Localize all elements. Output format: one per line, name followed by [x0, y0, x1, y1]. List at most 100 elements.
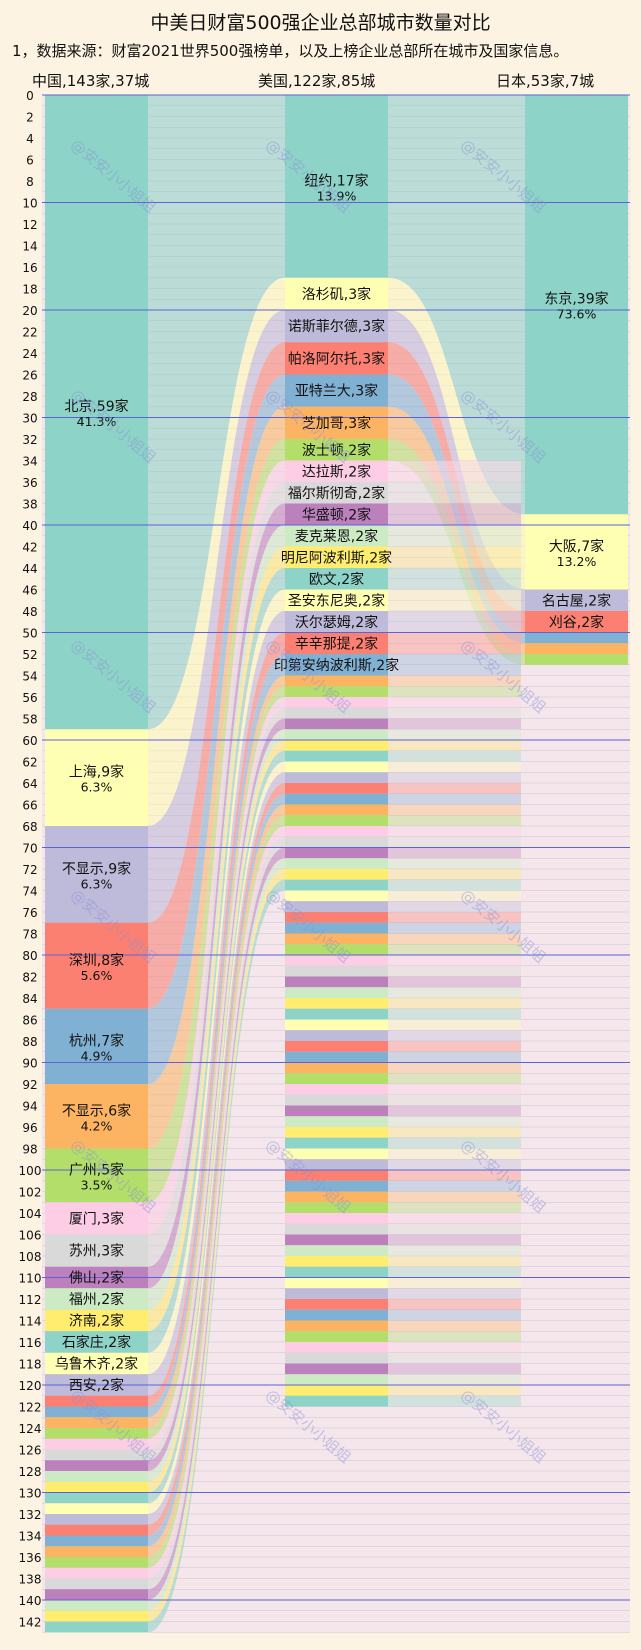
- flow-ribbon: [388, 1019, 521, 1031]
- flow-ribbon: [388, 955, 521, 966]
- flow-ribbon: [148, 836, 285, 1590]
- city-bar: [45, 1148, 148, 1203]
- city-label: 名古屋,2家: [542, 592, 611, 609]
- y-tick-label: 56: [22, 691, 37, 705]
- flow-ribbon: [388, 310, 525, 611]
- flow-ribbon: [388, 826, 521, 837]
- city-bar: [285, 1062, 388, 1074]
- flow-ribbon: [388, 374, 525, 644]
- y-tick-label: 106: [19, 1229, 42, 1243]
- y-tick-label: 30: [22, 412, 37, 426]
- city-label: 石家庄,2家: [62, 1334, 131, 1351]
- flow-ribbon: [388, 707, 521, 719]
- y-tick-label: 26: [22, 369, 37, 383]
- flow-ribbon: [388, 1170, 521, 1181]
- city-bar: [285, 525, 388, 547]
- city-bar: [45, 1557, 148, 1568]
- city-bar: [45, 1492, 148, 1504]
- city-share-label: 6.3%: [81, 876, 113, 891]
- city-bar: [45, 1535, 148, 1547]
- flow-ribbon: [148, 675, 285, 1428]
- y-tick-label: 72: [22, 863, 37, 877]
- country-header-china: 中国,143家,37城: [32, 72, 150, 90]
- y-tick-label: 80: [22, 949, 37, 963]
- y-tick-label: 124: [19, 1422, 42, 1436]
- flow-ribbon: [388, 1041, 521, 1052]
- city-share-label: 13.9%: [317, 188, 357, 203]
- flow-ribbon: [388, 815, 521, 826]
- flow-ribbon: [148, 804, 285, 1557]
- city-bar: [285, 1084, 388, 1095]
- y-tick-label: 64: [22, 777, 37, 791]
- city-bar: [45, 1471, 148, 1482]
- city-bar: [285, 804, 388, 816]
- city-label: 洛杉矶,3家: [302, 286, 371, 303]
- flow-ribbon: [388, 804, 521, 816]
- city-bar: [285, 933, 388, 945]
- city-bar: [285, 1320, 388, 1332]
- city-bar: [285, 406, 388, 439]
- y-tick-label: 112: [19, 1293, 42, 1307]
- flow-ribbon: [388, 1127, 521, 1138]
- flow-ribbon: [388, 718, 521, 730]
- flow-ribbon: [388, 632, 521, 654]
- city-bar: [285, 879, 388, 891]
- y-tick-label: 24: [22, 347, 37, 361]
- city-bar: [285, 1277, 388, 1289]
- city-bar: [285, 1266, 388, 1278]
- city-bar: [285, 546, 388, 568]
- city-bar: [285, 1288, 388, 1299]
- city-bar: [285, 793, 388, 805]
- city-bar: [45, 1008, 148, 1084]
- flow-ribbon: [388, 611, 521, 633]
- city-label: 诺斯菲尔德,3家: [288, 318, 385, 335]
- city-share-label: 3.5%: [81, 1177, 113, 1192]
- flow-ribbon: [388, 342, 525, 633]
- flow-ribbon: [388, 1256, 521, 1267]
- chart-subtitle: 1，数据来源：财富2021世界500强榜单，以及上榜企业总部所在城市及国家信息。: [12, 42, 569, 60]
- flow-ribbon: [388, 568, 521, 590]
- flow-ribbon: [388, 869, 521, 880]
- city-bar: [285, 1041, 388, 1052]
- y-tick-label: 52: [22, 648, 37, 662]
- city-label: 济南,2家: [69, 1313, 124, 1330]
- y-tick-label: 58: [22, 713, 37, 727]
- y-tick-label: 108: [19, 1250, 42, 1264]
- city-label: 芝加哥,3家: [302, 415, 371, 432]
- flow-ribbon: [388, 750, 521, 762]
- city-bar: [285, 611, 388, 633]
- city-bar: [285, 1374, 388, 1385]
- flow-ribbon: [148, 707, 285, 1461]
- flow-ribbon: [388, 1094, 521, 1106]
- city-bar: [45, 1084, 148, 1149]
- flow-ribbon: [388, 277, 525, 590]
- city-bar: [285, 955, 388, 966]
- y-tick-label: 114: [19, 1315, 42, 1329]
- city-bar: [525, 643, 628, 654]
- flow-ribbon: [388, 922, 521, 934]
- y-tick-label: 134: [19, 1530, 42, 1544]
- city-bar: [285, 847, 388, 859]
- city-bar: [525, 632, 628, 644]
- flow-ribbon: [388, 1363, 521, 1375]
- flow-ribbon: [388, 1062, 521, 1074]
- city-bar: [525, 654, 628, 665]
- city-bar: [285, 1331, 388, 1342]
- flow-ribbon: [388, 1137, 521, 1149]
- city-bar: [285, 901, 388, 912]
- y-tick-label: 46: [22, 584, 37, 598]
- y-tick-label: 32: [22, 433, 37, 447]
- city-bar: [45, 1481, 148, 1493]
- flow-ribbon: [148, 95, 285, 730]
- city-bar: [45, 1406, 148, 1418]
- y-tick-label: 92: [22, 1078, 37, 1092]
- flow-ribbon: [148, 342, 285, 1009]
- y-tick-label: 138: [19, 1573, 42, 1587]
- flow-ribbon: [148, 654, 285, 1418]
- flow-ribbon: [148, 772, 285, 1525]
- city-label: 广州,5家: [69, 1161, 124, 1178]
- city-label: 达拉斯,2家: [302, 463, 371, 480]
- city-bar: [285, 686, 388, 697]
- y-tick-label: 76: [22, 906, 37, 920]
- city-bar: [285, 729, 388, 740]
